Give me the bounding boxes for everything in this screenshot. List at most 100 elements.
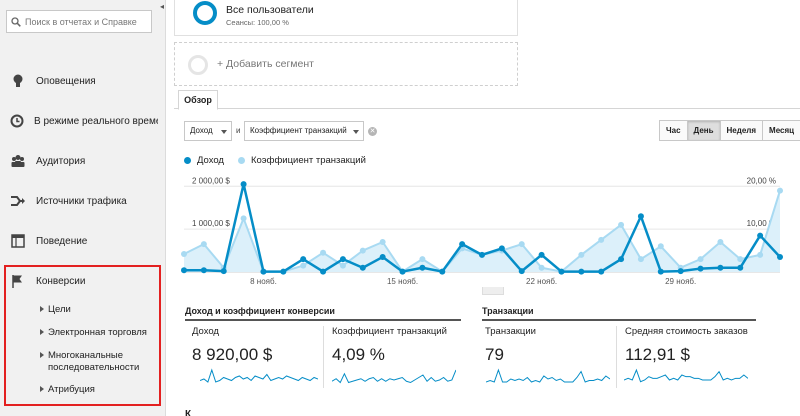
data-point bbox=[737, 264, 744, 271]
kpi-sparkline-transaction-rate bbox=[332, 369, 456, 384]
metric2-select[interactable]: Коэффициент транзакций bbox=[244, 121, 364, 141]
period-day-button[interactable]: День bbox=[686, 120, 721, 141]
data-point bbox=[339, 256, 346, 263]
sparkline-line bbox=[624, 368, 748, 383]
data-point bbox=[618, 256, 625, 263]
kpi-sparkline-avg-order-value bbox=[624, 368, 748, 383]
chevron-down-icon bbox=[353, 130, 359, 134]
bulb-icon bbox=[10, 73, 26, 89]
data-point bbox=[379, 254, 386, 260]
kpi-section-title-revenue: Доход и коэффициент конверсии bbox=[185, 306, 335, 316]
sidebar-subitem-multichannel[interactable]: Многоканальные последовательности bbox=[40, 350, 155, 374]
close-icon[interactable]: ✕ bbox=[368, 127, 377, 136]
kpi-revenue[interactable]: Доход 8 920,00 $ bbox=[192, 326, 272, 365]
chart-scroll-tab[interactable] bbox=[482, 287, 504, 295]
sparkline-line bbox=[486, 368, 610, 383]
kpi-section-rule bbox=[185, 319, 461, 321]
tab-overview[interactable]: Обзор bbox=[178, 90, 218, 110]
sidebar-item-label: Аудитория bbox=[36, 155, 86, 167]
data-point bbox=[757, 251, 764, 258]
kpi-transactions[interactable]: Транзакции 79 bbox=[485, 326, 536, 365]
data-point bbox=[538, 264, 545, 271]
sidebar-item-behavior[interactable]: Поведение bbox=[0, 230, 158, 252]
kpi-divider bbox=[323, 326, 324, 388]
data-point bbox=[637, 256, 644, 263]
period-month-button[interactable]: Месяц bbox=[762, 120, 800, 141]
sidebar-collapse-button[interactable]: ◂ bbox=[159, 2, 164, 11]
kpi-value: 112,91 $ bbox=[625, 345, 690, 364]
data-point bbox=[498, 245, 505, 252]
metric1-value: Доход bbox=[190, 126, 213, 135]
legend-item-transaction-rate[interactable]: Коэффициент транзакций bbox=[237, 155, 366, 166]
series-area bbox=[184, 190, 780, 272]
chart-legend: Доход Коэффициент транзакций bbox=[184, 155, 380, 166]
search-box[interactable] bbox=[6, 10, 152, 33]
data-point bbox=[697, 256, 704, 263]
kpi-label: Коэффициент транзакций bbox=[332, 326, 447, 337]
sidebar-item-conversions[interactable]: Конверсии bbox=[0, 270, 158, 292]
data-point bbox=[339, 262, 346, 269]
data-point bbox=[757, 232, 764, 239]
data-point bbox=[379, 239, 386, 245]
data-point bbox=[419, 256, 426, 263]
data-point bbox=[717, 239, 724, 245]
legend-dot-icon bbox=[184, 157, 191, 164]
data-point bbox=[518, 268, 525, 275]
sidebar-item-traffic-sources[interactable]: Источники трафика bbox=[0, 190, 158, 212]
audience-icon bbox=[10, 153, 26, 169]
kpi-label: Доход bbox=[192, 326, 219, 337]
x-tick-label: 8 нояб. bbox=[250, 277, 277, 286]
flag-icon bbox=[10, 273, 26, 289]
sidebar-item-alerts[interactable]: Оповещения bbox=[0, 70, 158, 92]
legend-item-revenue[interactable]: Доход bbox=[184, 155, 224, 166]
y-right-tick-label: 10,00 % bbox=[747, 219, 776, 228]
data-point bbox=[359, 264, 366, 271]
kpi-transaction-rate[interactable]: Коэффициент транзакций 4,09 % bbox=[332, 326, 447, 365]
y-left-tick-label: 2 000,00 $ bbox=[192, 176, 230, 185]
data-point bbox=[717, 264, 724, 271]
sidebar-item-audience[interactable]: Аудитория bbox=[0, 150, 158, 172]
segment-all-users[interactable]: Все пользователи Сеансы: 100,00 % bbox=[174, 0, 518, 36]
y-right-tick-label: 20,00 % bbox=[747, 176, 776, 185]
sidebar-subitem-attribution[interactable]: Атрибуция bbox=[40, 384, 95, 396]
data-point bbox=[459, 241, 466, 248]
kpi-value: 4,09 % bbox=[332, 345, 385, 364]
kpi-value: 8 920,00 $ bbox=[192, 345, 273, 364]
segment-title: Все пользователи bbox=[226, 4, 314, 16]
metric1-select[interactable]: Доход bbox=[184, 121, 232, 141]
sidebar-subitem-ecommerce[interactable]: Электронная торговля bbox=[40, 327, 147, 339]
data-point bbox=[200, 267, 207, 274]
add-segment-label: + Добавить сегмент bbox=[217, 58, 314, 70]
expand-triangle-icon bbox=[40, 306, 44, 313]
sidebar-subitem-goals[interactable]: Цели bbox=[40, 304, 71, 316]
data-point bbox=[300, 256, 307, 263]
legend-dot-icon bbox=[237, 157, 245, 164]
kpi-avg-order-value[interactable]: Средняя стоимость заказов 112,91 $ bbox=[625, 326, 748, 365]
data-point bbox=[260, 268, 267, 275]
data-point bbox=[200, 241, 207, 248]
kpi-divider bbox=[616, 326, 617, 388]
x-tick-label: 15 нояб. bbox=[387, 277, 418, 286]
data-point bbox=[240, 215, 247, 222]
sidebar: ◂ Оповещения В режиме реального времени bbox=[0, 0, 166, 416]
data-point bbox=[657, 268, 664, 275]
data-point bbox=[320, 268, 327, 275]
data-point bbox=[737, 256, 744, 263]
expand-triangle-icon bbox=[40, 329, 44, 336]
add-segment-button[interactable]: + Добавить сегмент bbox=[174, 42, 518, 86]
behavior-icon bbox=[10, 233, 26, 249]
data-point bbox=[578, 251, 585, 258]
data-point bbox=[399, 268, 406, 275]
y-left-tick-label: 1 000,00 $ bbox=[192, 219, 230, 228]
kpi-sparkline-revenue bbox=[200, 368, 318, 383]
data-point bbox=[578, 268, 585, 275]
period-hour-button[interactable]: Час bbox=[659, 120, 688, 141]
sidebar-item-label: В режиме реального времени bbox=[34, 115, 158, 127]
search-input[interactable] bbox=[25, 16, 149, 27]
traffic-sources-icon bbox=[10, 193, 26, 209]
period-week-button[interactable]: Неделя bbox=[719, 120, 764, 141]
data-point bbox=[320, 249, 327, 256]
metric2-value: Коэффициент транзакций bbox=[250, 126, 347, 135]
sidebar-item-realtime[interactable]: В режиме реального времени bbox=[0, 110, 158, 132]
kpi-label: Транзакции bbox=[485, 326, 536, 337]
